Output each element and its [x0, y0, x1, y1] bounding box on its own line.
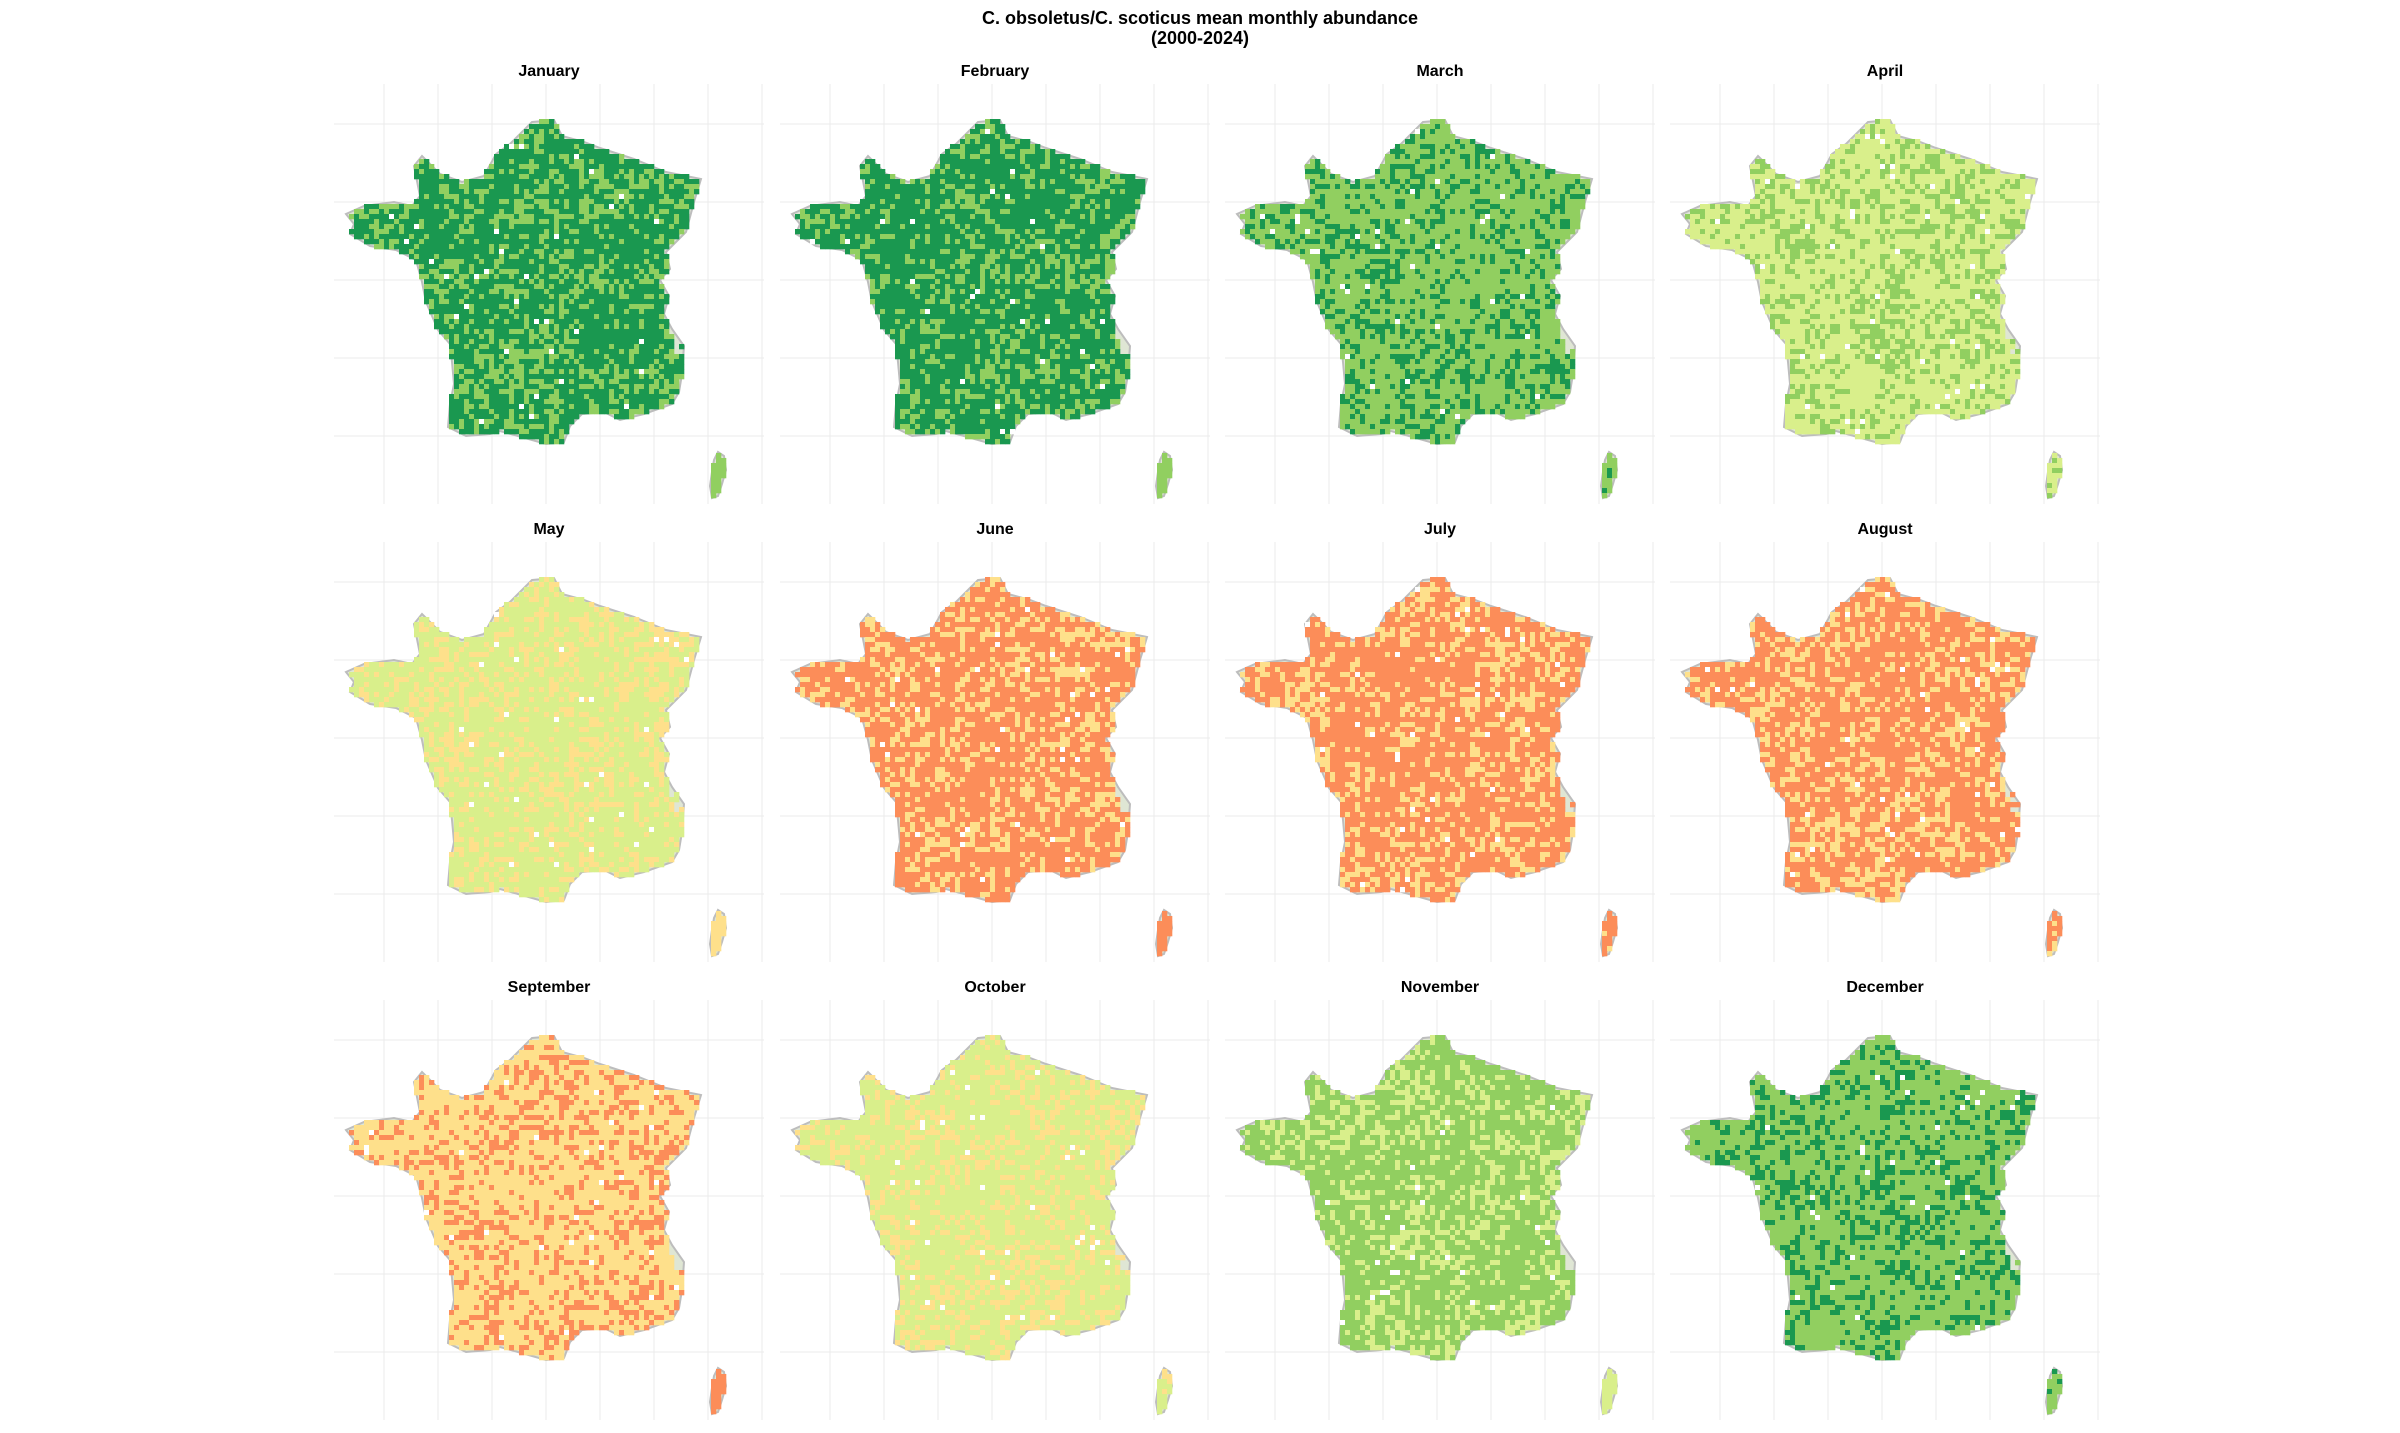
abundance-map: [780, 1000, 1210, 1420]
panel-title: June: [780, 520, 1210, 540]
map-panel-november: November: [1225, 978, 1655, 1433]
map-panel-october: October: [780, 978, 1210, 1433]
abundance-map: [1670, 542, 2100, 962]
map-panel-may: May: [334, 520, 764, 975]
panel-title: December: [1670, 978, 2100, 998]
abundance-map: [1670, 84, 2100, 504]
abundance-map: [334, 542, 764, 962]
panel-title: September: [334, 978, 764, 998]
abundance-map: [334, 84, 764, 504]
panel-title: October: [780, 978, 1210, 998]
map-panel-march: March: [1225, 62, 1655, 517]
panel-title: May: [334, 520, 764, 540]
abundance-map: [1225, 542, 1655, 962]
map-panel-december: December: [1670, 978, 2100, 1433]
panel-title: February: [780, 62, 1210, 82]
abundance-map: [334, 1000, 764, 1420]
map-panel-september: September: [334, 978, 764, 1433]
map-panel-june: June: [780, 520, 1210, 975]
abundance-map: [1225, 1000, 1655, 1420]
panel-title: August: [1670, 520, 2100, 540]
panel-title: March: [1225, 62, 1655, 82]
map-panel-august: August: [1670, 520, 2100, 975]
figure-subtitle: (2000-2024): [0, 28, 2400, 48]
panel-title: January: [334, 62, 764, 82]
abundance-map: [780, 542, 1210, 962]
map-panel-february: February: [780, 62, 1210, 517]
panel-title: April: [1670, 62, 2100, 82]
map-panel-july: July: [1225, 520, 1655, 975]
abundance-map: [1225, 84, 1655, 504]
panel-title: November: [1225, 978, 1655, 998]
abundance-map: [780, 84, 1210, 504]
map-panel-april: April: [1670, 62, 2100, 517]
figure-title: C. obsoletus/C. scoticus mean monthly ab…: [0, 8, 2400, 28]
map-panel-january: January: [334, 62, 764, 517]
abundance-map: [1670, 1000, 2100, 1420]
panel-title: July: [1225, 520, 1655, 540]
